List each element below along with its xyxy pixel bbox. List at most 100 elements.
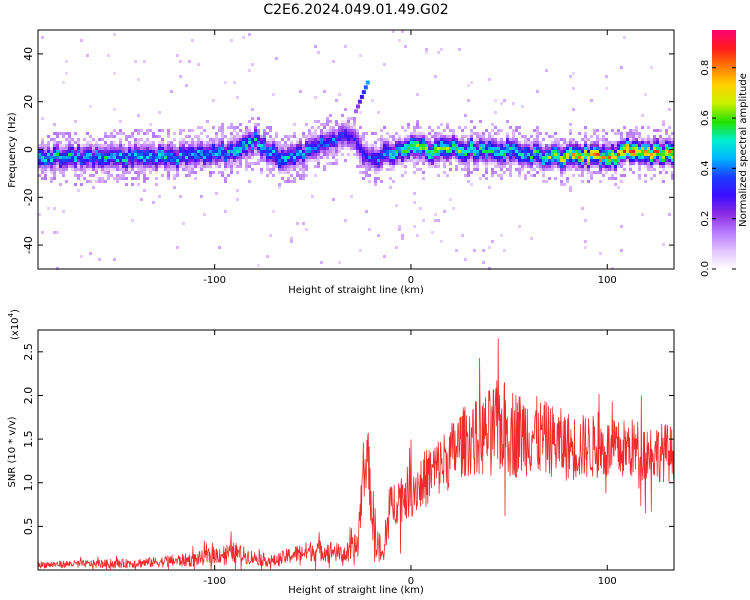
spectrogram-cell <box>446 174 449 177</box>
spectrogram-cell <box>119 177 122 180</box>
spectrogram-cell <box>467 141 470 144</box>
spectrogram-cell <box>62 165 65 168</box>
spectrogram-cell <box>275 141 278 144</box>
spectrogram-cell <box>641 141 644 144</box>
spectrogram-cell <box>185 141 188 144</box>
spectrogram-cell <box>617 165 620 168</box>
spectrogram-cell <box>320 141 323 144</box>
spectrogram-cell <box>458 141 461 144</box>
spectrogram-cell <box>401 138 404 141</box>
spectrogram-cell <box>359 135 362 138</box>
spectrogram-cell <box>275 147 278 150</box>
spectrogram-cell <box>374 141 377 144</box>
spectrogram-cell <box>338 126 341 129</box>
spectrogram-cell <box>314 153 317 156</box>
spectrogram-cell <box>251 141 254 144</box>
spectrogram-cell <box>461 153 464 156</box>
spectrogram-cell <box>425 48 428 51</box>
spectrogram-cell <box>260 150 263 153</box>
spectrogram-cell <box>626 153 629 156</box>
spectrogram-cell <box>194 147 197 150</box>
spectrogram-cell <box>215 147 218 150</box>
spectrogram-cell <box>227 174 230 177</box>
spectrogram-cell <box>266 144 269 147</box>
spectrogram-cell <box>653 147 656 150</box>
spectrogram-cell <box>134 147 137 150</box>
spectrogram-cell <box>191 39 194 42</box>
spectrogram-cell <box>53 177 56 180</box>
spectrogram-cell <box>443 162 446 165</box>
spectrogram-cell <box>104 180 107 183</box>
spectrogram-cell <box>248 69 251 72</box>
spectrogram-cell <box>473 159 476 162</box>
snr-frame <box>37 329 675 571</box>
spectrogram-cell <box>134 141 137 144</box>
spectrogram-cell <box>665 171 668 174</box>
spectrogram-cell <box>545 150 548 153</box>
spectrogram-cell <box>320 144 323 147</box>
spectrogram-cell <box>560 159 563 162</box>
spectrogram-cell <box>89 180 92 183</box>
spectrogram-cell <box>476 144 479 147</box>
spectrogram-cell <box>623 147 626 150</box>
spectrogram-cell <box>380 150 383 153</box>
spectrogram-cell <box>146 129 149 132</box>
spectrogram-cell <box>83 168 86 171</box>
spectrogram-cell <box>566 168 569 171</box>
spectrogram-cell <box>296 171 299 174</box>
spectrogram-cell <box>194 150 197 153</box>
spectrogram-cell <box>299 90 302 93</box>
spectrogram-cell <box>371 99 374 102</box>
spectrogram-cell <box>248 141 251 144</box>
spectrogram-cell <box>158 141 161 144</box>
spectrogram-cell <box>74 150 77 153</box>
spectrogram-cell <box>92 153 95 156</box>
spectrogram-cell <box>569 153 572 156</box>
spectrogram-cell <box>113 258 116 261</box>
spectrogram-cell <box>272 174 275 177</box>
spectrogram-cell <box>170 162 173 165</box>
spectrogram-cell <box>56 147 59 150</box>
spectrogram-cell <box>368 228 371 231</box>
spectrogram-cell <box>557 153 560 156</box>
spectrogram-cell <box>422 171 425 174</box>
spectrogram-cell <box>425 144 428 147</box>
spectrogram-cell <box>290 159 293 162</box>
spectrogram-cell <box>110 156 113 159</box>
spectrogram-cell <box>380 147 383 150</box>
spectrogram-cell <box>305 168 308 171</box>
spectrogram-cell <box>461 144 464 147</box>
spectrogram-cell <box>560 171 563 174</box>
spectrogram-cell <box>125 171 128 174</box>
spectrogram-cell <box>242 150 245 153</box>
spectrogram-cell <box>365 156 368 159</box>
spectrogram-cell <box>617 156 620 159</box>
spectrogram-cell <box>98 177 101 180</box>
spectrogram-cell <box>362 132 365 135</box>
spectrogram-cell <box>290 156 293 159</box>
spectrogram-cell <box>380 168 383 171</box>
spectrogram-cell <box>500 150 503 153</box>
spectrogram-cell <box>422 138 425 141</box>
spectrogram-cell <box>437 153 440 156</box>
spectrogram-cell <box>644 156 647 159</box>
spectrogram-cell <box>197 147 200 150</box>
spectrogram-cell <box>56 132 59 135</box>
spectrogram-cell <box>284 144 287 147</box>
spectrogram-cell <box>425 51 428 54</box>
spectrogram-cell <box>59 162 62 165</box>
spectrogram-cell <box>671 141 674 144</box>
spectrogram-cell <box>290 168 293 171</box>
spectrogram-cell <box>464 126 467 129</box>
spectrogram-cell <box>287 165 290 168</box>
spectrogram-cell <box>623 144 626 147</box>
spectrogram-cell <box>401 141 404 144</box>
spectrogram-cell <box>152 162 155 165</box>
spectrogram-cell <box>95 144 98 147</box>
spectrogram-cell <box>314 150 317 153</box>
spectrogram-cell <box>74 153 77 156</box>
spectrogram-cell <box>485 147 488 150</box>
spectrogram-cell <box>305 150 308 153</box>
snr-multiplier-text: (x104) <box>7 309 21 340</box>
spectrogram-cell <box>287 156 290 159</box>
